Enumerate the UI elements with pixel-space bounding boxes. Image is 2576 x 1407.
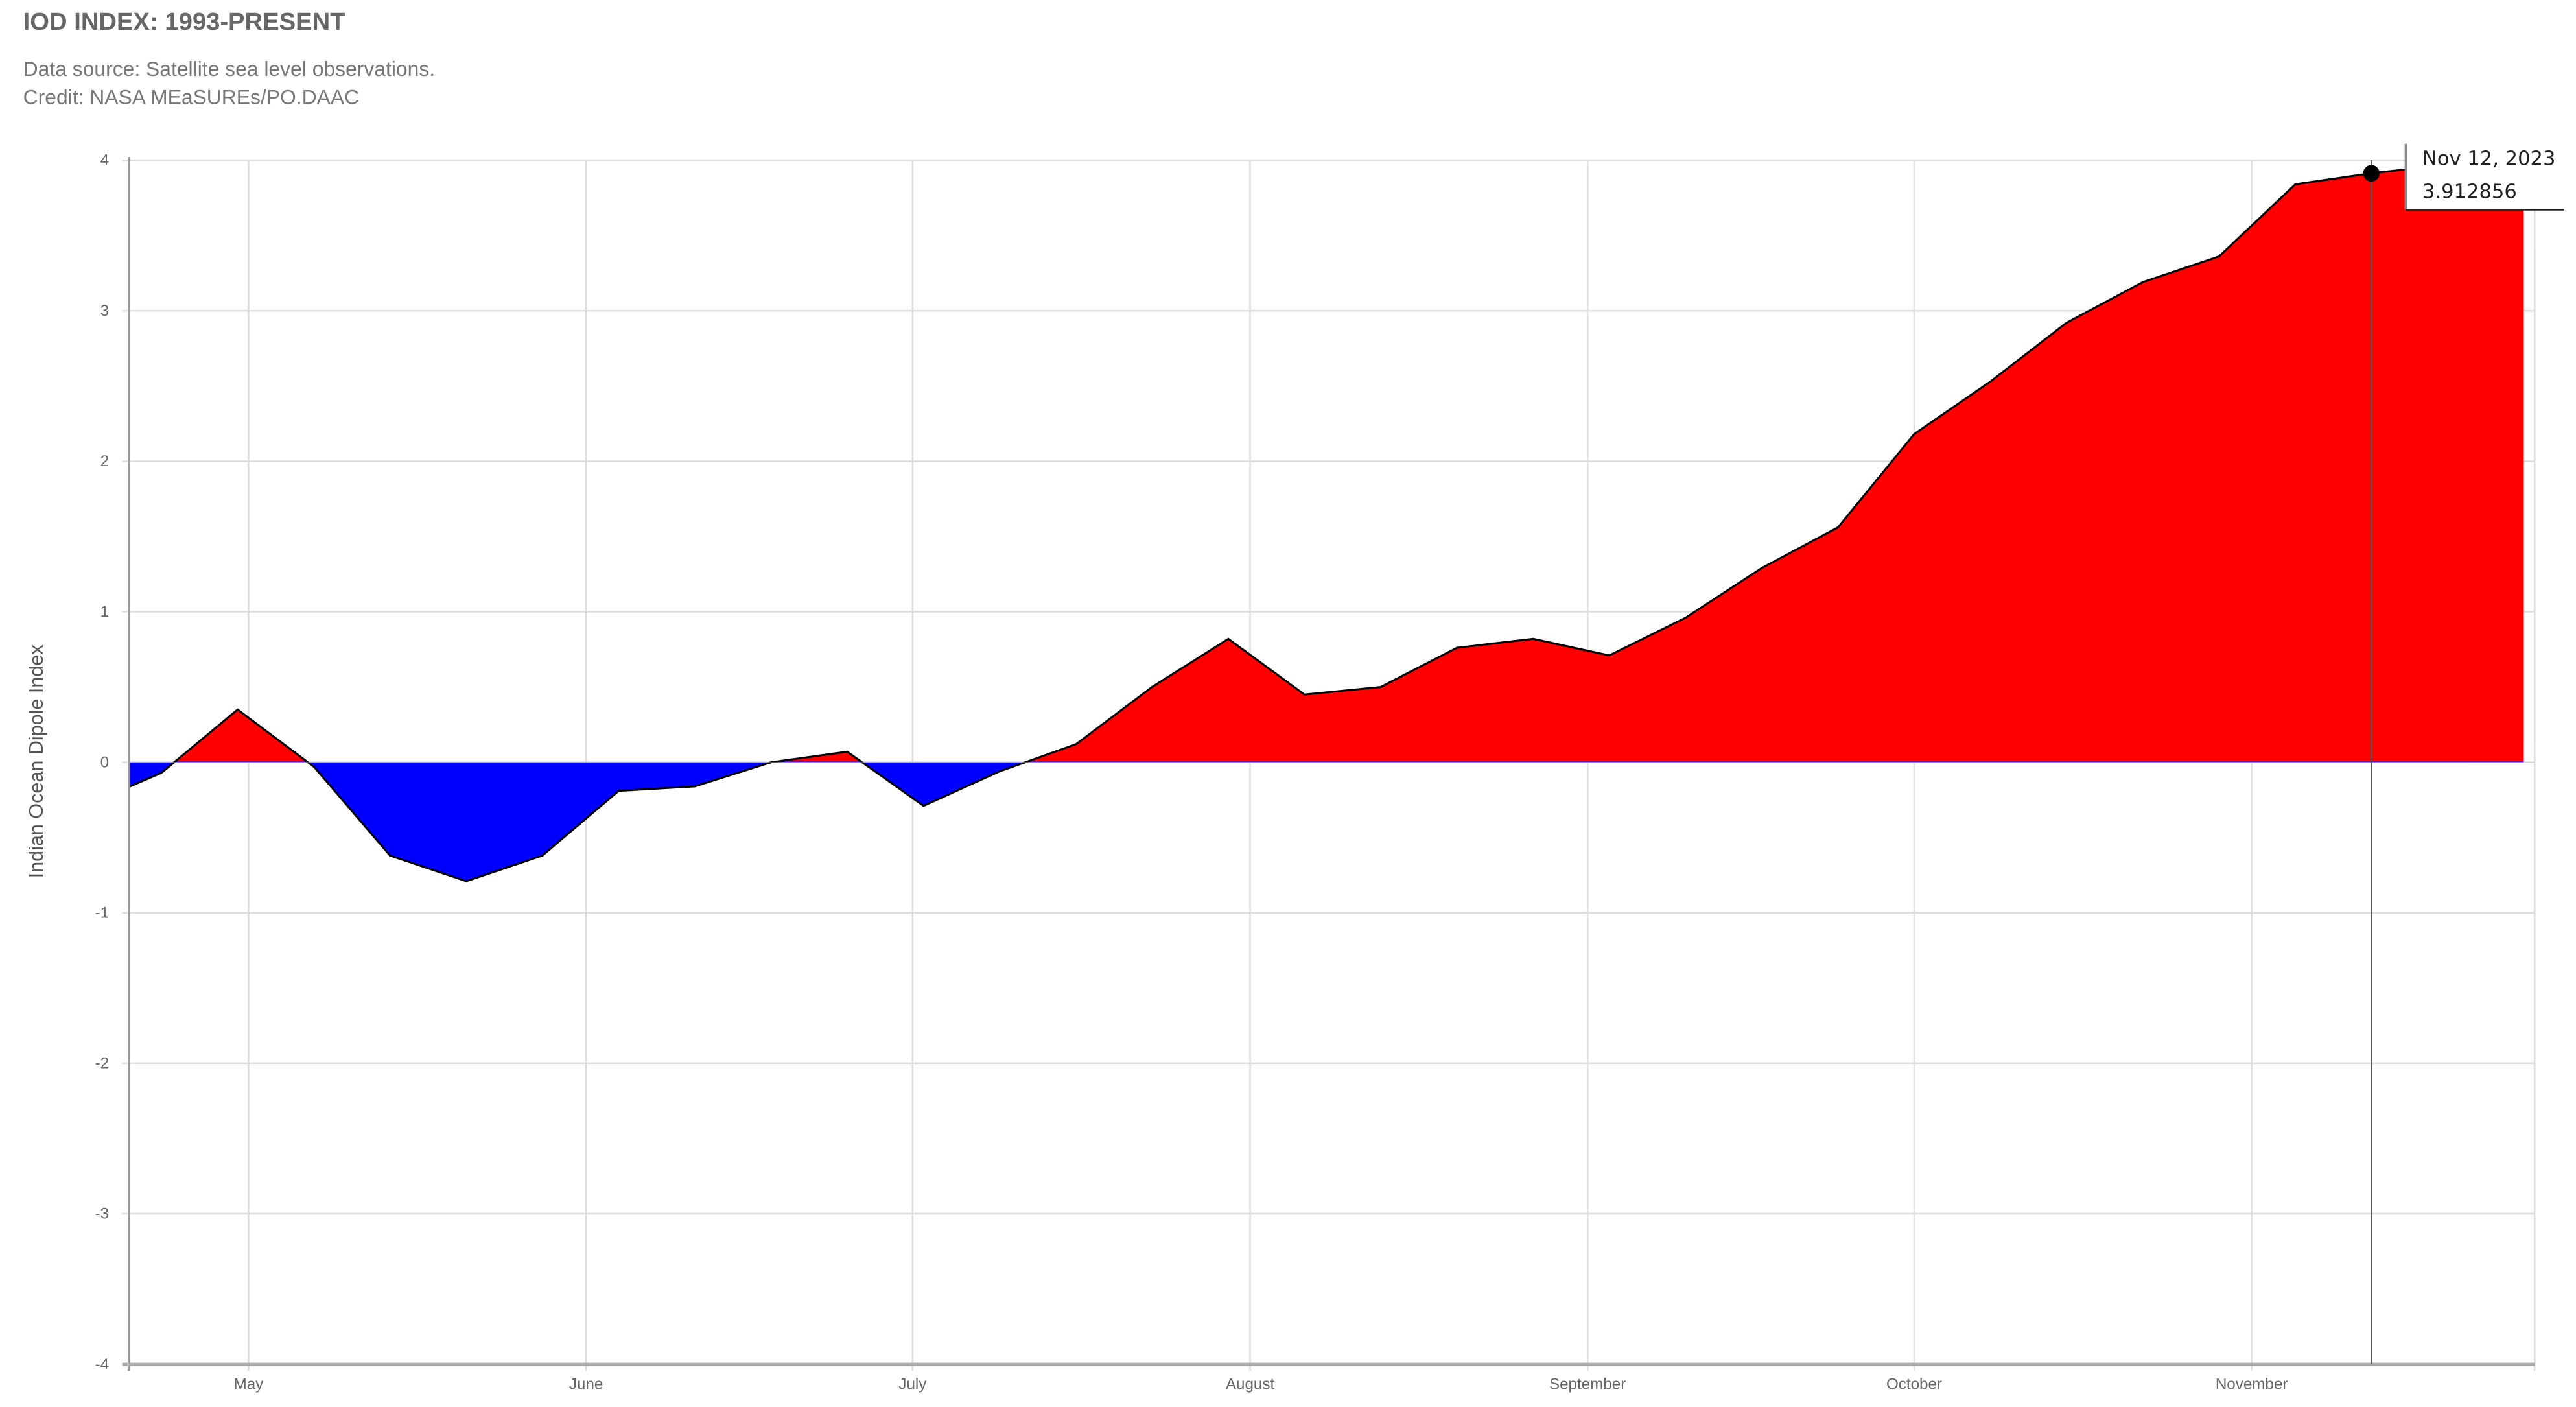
data-point <box>1151 686 1153 689</box>
data-point <box>1379 686 1382 689</box>
chart-title: IOD INDEX: 1993-PRESENT <box>23 8 345 37</box>
data-point <box>465 880 467 882</box>
data-source-note: Data source: Satellite sea level observa… <box>23 58 436 81</box>
y-tick-label: -1 <box>95 904 110 921</box>
data-point <box>2294 183 2297 185</box>
tooltip-date: Nov 12, 2023 <box>2422 148 2555 171</box>
data-point <box>2142 281 2144 283</box>
data-point <box>1227 637 1230 640</box>
data-point <box>846 750 849 753</box>
x-tick-label: June <box>569 1375 603 1393</box>
data-point <box>84 805 86 807</box>
axes: 4 3 2 1 0 -1 -2 -3 -4 May June July August September O… <box>95 152 2535 1393</box>
y-tick-label: -2 <box>95 1055 110 1072</box>
data-point <box>1836 526 1839 529</box>
y-tick-label: -3 <box>95 1205 110 1223</box>
hover-tooltip: Nov 12, 2023 3.912856 <box>2363 143 2576 1365</box>
y-tick-label: -4 <box>95 1356 110 1373</box>
data-point <box>694 785 696 788</box>
y-tick-label: 3 <box>100 302 109 320</box>
data-point <box>770 761 773 764</box>
data-point <box>617 790 620 792</box>
positive-area <box>175 163 2524 762</box>
x-tick-label: May <box>234 1375 264 1393</box>
data-point <box>2065 322 2068 324</box>
highlight-point[interactable] <box>2363 165 2380 182</box>
data-point <box>1913 433 1915 436</box>
data-point <box>541 855 544 857</box>
data-point <box>312 766 315 768</box>
data-point <box>389 855 392 857</box>
y-axis-label: Indian Ocean Dipole Index <box>25 644 47 878</box>
x-tick-label: September <box>1549 1375 1626 1393</box>
data-point <box>237 708 239 711</box>
y-tick-label: 2 <box>100 453 109 470</box>
x-tick-label: October <box>1886 1375 1942 1393</box>
y-tick-label: 4 <box>100 152 109 169</box>
series-area <box>84 162 2535 882</box>
tooltip-value: 3.912856 <box>2422 181 2517 204</box>
data-point <box>160 772 163 774</box>
data-point <box>1608 654 1611 657</box>
y-tick-label: 1 <box>100 603 109 621</box>
data-point <box>2218 255 2220 258</box>
data-point <box>1075 743 1077 746</box>
data-point <box>998 770 1001 773</box>
negative-area <box>128 761 2524 882</box>
tooltip-box <box>2406 145 2576 210</box>
data-point <box>922 805 925 807</box>
x-tick-label: November <box>2216 1375 2288 1393</box>
data-point <box>1303 693 1306 696</box>
data-point <box>1989 380 1992 383</box>
data-point <box>1761 567 1763 569</box>
data-point <box>1456 646 1458 649</box>
data-point <box>1532 637 1534 640</box>
data-point <box>1684 617 1687 619</box>
x-tick-label: August <box>1226 1375 1275 1393</box>
credit-note: Credit: NASA MEaSUREs/PO.DAAC <box>23 86 360 110</box>
y-tick-label: 0 <box>100 753 109 771</box>
x-tick-label: July <box>898 1375 927 1393</box>
